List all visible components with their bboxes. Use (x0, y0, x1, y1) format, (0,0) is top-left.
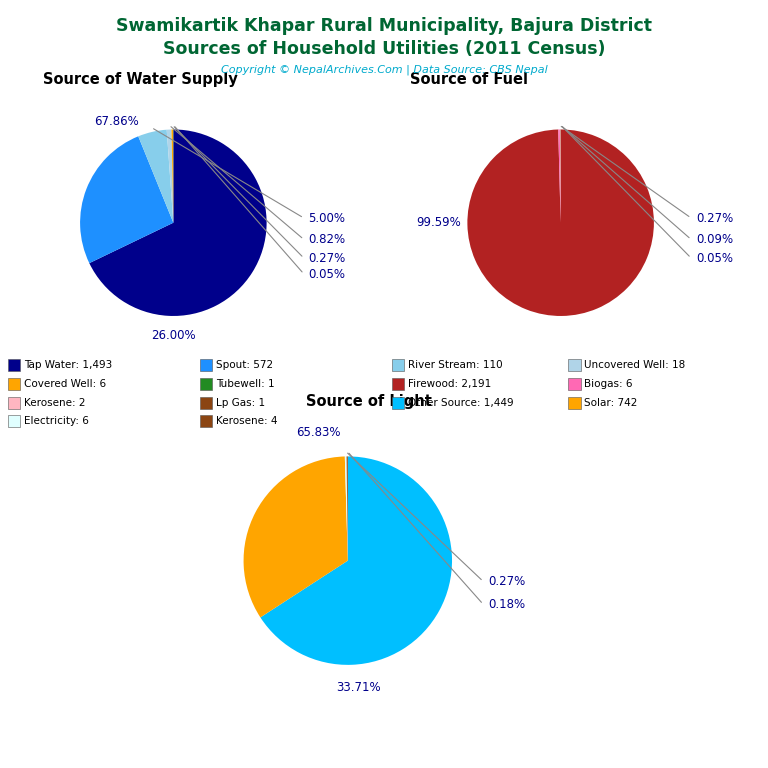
Text: 0.82%: 0.82% (309, 233, 346, 246)
Text: Copyright © NepalArchives.Com | Data Source: CBS Nepal: Copyright © NepalArchives.Com | Data Sou… (220, 65, 548, 75)
Text: Uncovered Well: 18: Uncovered Well: 18 (584, 359, 686, 370)
Text: Kerosene: 4: Kerosene: 4 (216, 415, 277, 426)
Text: Swamikartik Khapar Rural Municipality, Bajura District: Swamikartik Khapar Rural Municipality, B… (116, 17, 652, 35)
Wedge shape (260, 456, 452, 665)
Text: 26.00%: 26.00% (151, 329, 196, 343)
Text: 33.71%: 33.71% (336, 681, 380, 694)
Text: Sources of Household Utilities (2011 Census): Sources of Household Utilities (2011 Cen… (163, 40, 605, 58)
Text: 0.05%: 0.05% (696, 252, 733, 265)
Wedge shape (80, 136, 174, 263)
Text: 67.86%: 67.86% (94, 114, 139, 127)
Wedge shape (560, 130, 561, 223)
Text: 0.05%: 0.05% (309, 267, 346, 280)
Wedge shape (468, 130, 654, 316)
Text: Firewood: 2,191: Firewood: 2,191 (408, 379, 491, 389)
Wedge shape (558, 130, 561, 223)
Text: 0.27%: 0.27% (488, 575, 526, 588)
Text: Covered Well: 6: Covered Well: 6 (24, 379, 106, 389)
Text: Lp Gas: 1: Lp Gas: 1 (216, 398, 265, 409)
Text: 0.09%: 0.09% (696, 233, 733, 246)
Text: Tap Water: 1,493: Tap Water: 1,493 (24, 359, 112, 370)
Text: 99.59%: 99.59% (416, 217, 461, 229)
Wedge shape (346, 456, 348, 561)
Text: Tubewell: 1: Tubewell: 1 (216, 379, 274, 389)
Text: 0.27%: 0.27% (696, 211, 733, 224)
Text: 0.27%: 0.27% (309, 252, 346, 265)
Text: 5.00%: 5.00% (309, 211, 346, 224)
Text: Other Source: 1,449: Other Source: 1,449 (408, 398, 514, 409)
Text: 65.83%: 65.83% (296, 425, 340, 439)
Title: Source of Light: Source of Light (306, 395, 432, 409)
Text: Biogas: 6: Biogas: 6 (584, 379, 633, 389)
Wedge shape (243, 456, 348, 617)
Text: Kerosene: 2: Kerosene: 2 (24, 398, 85, 409)
Text: Solar: 742: Solar: 742 (584, 398, 637, 409)
Text: Source of Fuel: Source of Fuel (409, 72, 528, 87)
Wedge shape (171, 130, 174, 223)
Text: Spout: 572: Spout: 572 (216, 359, 273, 370)
Wedge shape (138, 130, 174, 223)
Wedge shape (167, 130, 174, 223)
Wedge shape (345, 456, 348, 561)
Text: River Stream: 110: River Stream: 110 (408, 359, 502, 370)
Text: 0.18%: 0.18% (488, 598, 525, 611)
Wedge shape (89, 130, 266, 316)
Text: Source of Water Supply: Source of Water Supply (43, 72, 237, 87)
Text: Electricity: 6: Electricity: 6 (24, 415, 88, 426)
